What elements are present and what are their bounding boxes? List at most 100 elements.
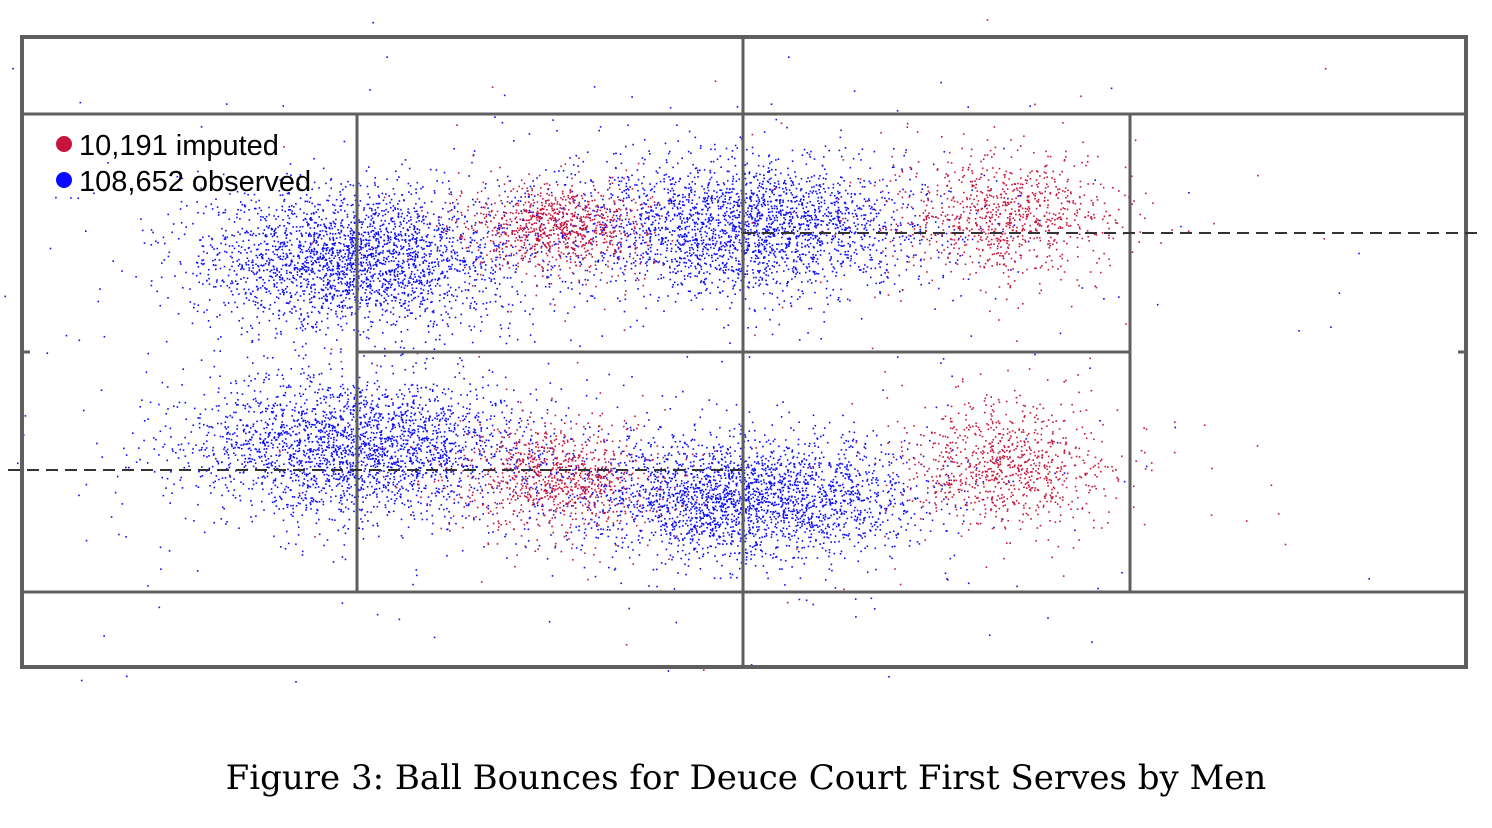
data-point xyxy=(660,274,662,276)
data-point xyxy=(687,175,689,177)
data-point xyxy=(832,183,835,186)
data-point xyxy=(820,201,823,204)
data-point xyxy=(691,228,694,231)
data-point xyxy=(585,458,588,460)
data-point xyxy=(762,228,764,231)
data-point xyxy=(815,190,817,193)
data-point xyxy=(702,241,705,244)
data-point xyxy=(874,267,877,270)
data-point xyxy=(661,540,663,543)
data-point xyxy=(837,217,840,219)
data-point xyxy=(753,461,756,463)
data-point xyxy=(676,265,679,267)
data-point xyxy=(860,535,862,537)
data-point xyxy=(694,232,697,235)
data-point xyxy=(627,221,630,223)
data-point xyxy=(814,458,816,461)
data-point xyxy=(1063,472,1066,474)
data-point xyxy=(784,214,787,216)
data-point xyxy=(825,178,827,180)
data-point xyxy=(856,455,858,457)
data-point xyxy=(622,197,625,200)
data-point xyxy=(686,519,688,522)
data-point xyxy=(809,475,812,477)
data-point xyxy=(773,493,776,495)
data-point xyxy=(711,202,714,204)
data-point xyxy=(732,215,734,218)
data-point xyxy=(693,479,695,482)
data-point xyxy=(787,257,789,260)
data-point xyxy=(684,221,686,224)
data-point xyxy=(654,478,657,481)
data-point xyxy=(661,514,663,517)
data-point xyxy=(746,162,748,165)
data-point xyxy=(903,489,905,492)
data-point xyxy=(819,513,822,515)
data-point xyxy=(627,189,630,191)
data-point xyxy=(862,499,865,502)
data-point xyxy=(868,243,871,246)
data-point xyxy=(680,505,683,507)
data-point xyxy=(761,468,763,470)
data-point xyxy=(583,566,586,569)
data-point xyxy=(668,518,671,520)
data-point xyxy=(623,230,626,232)
data-point xyxy=(842,261,844,263)
data-point xyxy=(530,254,532,257)
data-point xyxy=(712,493,715,496)
data-point xyxy=(829,212,831,215)
data-point xyxy=(788,222,791,224)
data-point xyxy=(940,81,942,84)
data-point xyxy=(702,200,704,203)
data-point xyxy=(817,476,820,478)
data-point xyxy=(765,532,767,535)
data-point xyxy=(723,229,725,232)
data-point xyxy=(841,228,843,231)
data-point xyxy=(952,299,954,302)
data-point xyxy=(644,459,646,461)
data-point xyxy=(581,497,583,499)
data-point xyxy=(758,211,761,213)
data-point xyxy=(906,461,908,464)
data-point xyxy=(787,487,790,490)
data-point xyxy=(801,154,804,156)
data-point xyxy=(683,441,686,444)
data-point xyxy=(789,500,792,502)
data-point xyxy=(644,262,647,265)
data-point xyxy=(836,224,838,226)
data-point xyxy=(941,202,943,205)
data-point xyxy=(645,211,647,213)
data-point xyxy=(757,202,760,204)
data-point xyxy=(773,228,776,230)
data-point xyxy=(704,218,707,221)
data-point xyxy=(687,231,690,234)
data-point xyxy=(728,170,730,173)
data-point xyxy=(631,96,633,98)
data-point xyxy=(696,242,699,245)
data-point xyxy=(777,516,780,518)
data-point xyxy=(843,523,845,526)
data-point xyxy=(807,483,810,485)
data-point xyxy=(740,202,742,204)
data-point xyxy=(888,490,890,493)
data-point xyxy=(778,458,781,461)
data-point xyxy=(856,496,858,498)
data-point xyxy=(887,453,890,455)
data-point xyxy=(634,517,637,520)
data-point xyxy=(787,199,790,202)
data-point xyxy=(820,220,823,222)
data-point xyxy=(754,469,756,472)
data-point xyxy=(765,274,767,276)
data-point xyxy=(812,414,815,417)
data-point xyxy=(566,502,569,505)
data-point xyxy=(648,501,650,503)
data-point xyxy=(832,478,835,481)
data-point xyxy=(780,205,782,207)
data-point xyxy=(729,490,731,493)
data-point xyxy=(679,200,681,203)
data-point xyxy=(710,213,712,215)
data-point xyxy=(699,489,701,492)
data-point xyxy=(785,244,788,247)
data-point xyxy=(646,264,648,267)
data-point xyxy=(670,480,672,482)
